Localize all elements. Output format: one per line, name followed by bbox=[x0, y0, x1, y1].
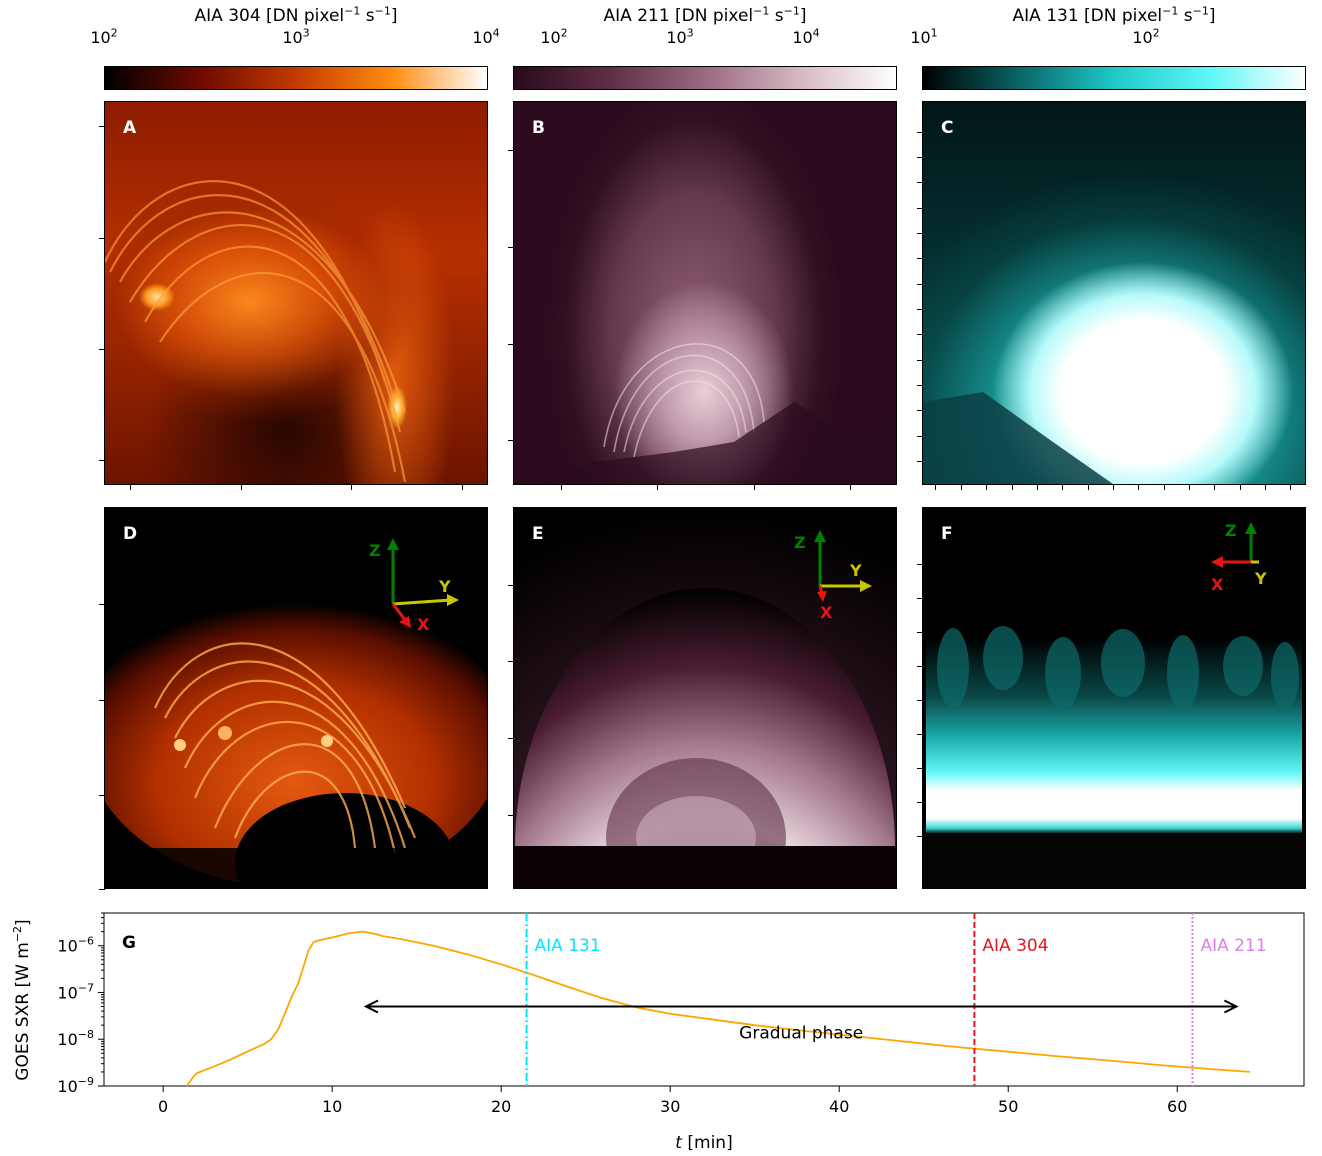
loop-strands-131 bbox=[923, 392, 1113, 484]
colorbar-211-title: AIA 211 [DN pixel−1 s−1] bbox=[603, 4, 807, 26]
x-tick-label: 20 bbox=[491, 1097, 511, 1116]
panel-label: E bbox=[532, 524, 544, 544]
panel-f-aia131-model: F Z Y X bbox=[917, 507, 1306, 889]
x-tick-label: 30 bbox=[660, 1097, 680, 1116]
panel-b-aia211-observation: B bbox=[508, 101, 897, 490]
loop-strands-304 bbox=[105, 180, 407, 483]
panel-label: B bbox=[532, 118, 545, 138]
colorbar-131-tick: 102 bbox=[1132, 26, 1160, 47]
y-tick-label: 10−6 bbox=[57, 935, 94, 956]
vline-label: AIA 304 bbox=[982, 936, 1048, 956]
goes-series-line bbox=[186, 930, 1250, 1087]
loop-strands-211 bbox=[544, 343, 896, 484]
model-loops-304 bbox=[105, 588, 487, 888]
axis-z-label: Z bbox=[794, 533, 806, 552]
x-tick-label: 50 bbox=[998, 1097, 1018, 1116]
panel-label: F bbox=[941, 524, 953, 544]
colorbar-131-tick: 101 bbox=[910, 26, 938, 47]
x-tick-label: 10 bbox=[322, 1097, 342, 1116]
colorbar-304 bbox=[104, 66, 488, 90]
y-axis-label: GOES SXR [W m−2] bbox=[11, 919, 33, 1080]
colorbar-131-title: AIA 131 [DN pixel−1 s−1] bbox=[1012, 4, 1216, 26]
axis-z-label: Z bbox=[1225, 521, 1237, 540]
vline-label: AIA 211 bbox=[1200, 936, 1266, 956]
colorbar-304-tick: 103 bbox=[282, 26, 310, 47]
axis-triad-d: Z Y X bbox=[369, 538, 459, 634]
arrow-head-right bbox=[1223, 999, 1239, 1014]
axis-y-label: Y bbox=[849, 561, 862, 580]
x-tick-label: 40 bbox=[829, 1097, 849, 1116]
y-tick-label: 10−9 bbox=[57, 1075, 94, 1096]
colorbar-211 bbox=[513, 66, 897, 90]
colorbar-131 bbox=[922, 66, 1306, 90]
model-band-131 bbox=[923, 626, 1305, 888]
chart-frame bbox=[103, 912, 1305, 1087]
panel-label: D bbox=[123, 524, 138, 544]
y-tick-label: 10−8 bbox=[57, 1028, 94, 1049]
colorbar-211-tick: 102 bbox=[540, 26, 568, 47]
colorbar-304-tick: 104 bbox=[472, 26, 500, 47]
panel-c-aia131-observation: C bbox=[917, 101, 1306, 490]
axis-y-label: Y bbox=[1254, 569, 1267, 588]
axis-y-label: Y bbox=[438, 577, 451, 596]
arrow-head-left bbox=[363, 999, 379, 1014]
axis-triad-f: Z Y X bbox=[1211, 521, 1267, 594]
colorbar-211-tick: 103 bbox=[666, 26, 694, 47]
y-tick-label: 10−7 bbox=[57, 981, 94, 1002]
gradual-phase-label: Gradual phase bbox=[739, 1024, 863, 1044]
colorbar-304-tick: 102 bbox=[90, 26, 118, 47]
panel-label: A bbox=[123, 118, 137, 138]
axis-z-label: Z bbox=[369, 541, 381, 560]
vline-label: AIA 131 bbox=[535, 936, 601, 956]
goes-sxr-chart: 10−9 10−8 10−7 10−6 0 10 20 30 40 50 60 AIA 131 AI… bbox=[11, 912, 1305, 1153]
x-tick-label: 60 bbox=[1167, 1097, 1187, 1116]
panel-label: C bbox=[941, 118, 954, 138]
panel-label-g: G bbox=[122, 933, 136, 953]
x-tick-label: 0 bbox=[158, 1097, 168, 1116]
axis-x-label: X bbox=[1211, 575, 1224, 594]
colorbar-211-tick: 104 bbox=[792, 26, 820, 47]
axis-x-label: X bbox=[820, 603, 833, 622]
panel-e-aia211-model: E Z Y X bbox=[508, 507, 897, 889]
axis-triad-e: Z Y X bbox=[794, 530, 872, 622]
panel-d-aia304-model: D Z Y X bbox=[99, 507, 488, 890]
axis-x-label: X bbox=[417, 615, 430, 634]
panel-a-aia304-observation: A bbox=[99, 101, 488, 490]
x-axis-label: t [min] bbox=[675, 1133, 732, 1153]
colorbar-304-title: AIA 304 [DN pixel−1 s−1] bbox=[194, 4, 398, 26]
model-dome-211 bbox=[514, 508, 896, 888]
